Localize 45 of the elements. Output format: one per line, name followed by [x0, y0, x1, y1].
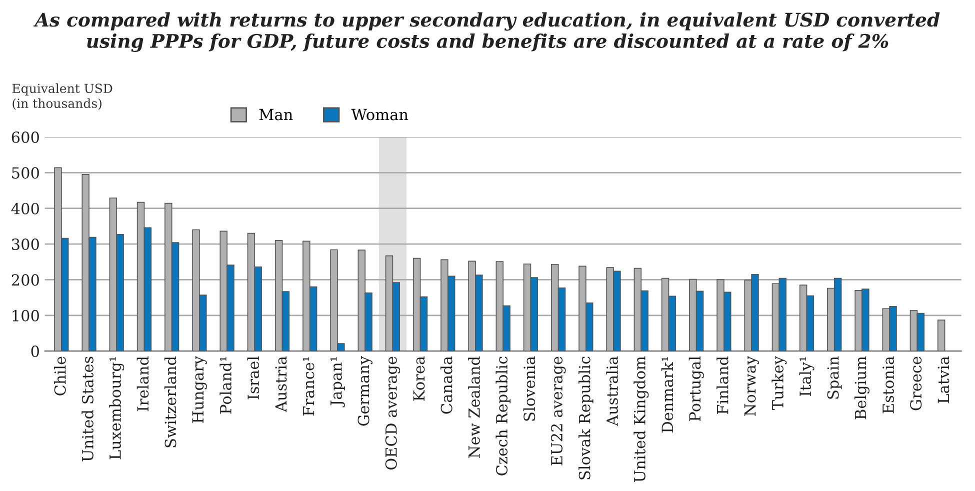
- x-tick-label: Australia: [606, 356, 618, 426]
- x-tick-label: Chile: [54, 356, 66, 396]
- x-tick-label: EU22 average: [550, 356, 566, 466]
- y-tick-label: 400: [11, 202, 39, 214]
- x-tick-label: Ireland: [136, 356, 149, 412]
- x-tick-label: Norway: [744, 356, 759, 416]
- x-tick-label: Turkey: [772, 356, 787, 410]
- x-tick-label: OECD average: [385, 356, 400, 470]
- x-tick-label: Slovenia: [523, 356, 536, 421]
- x-tick-label: Japan¹: [330, 357, 345, 408]
- y-tick-label: 100: [12, 310, 39, 322]
- y-tick-label: 300: [12, 238, 39, 250]
- x-tick-label: France¹: [302, 357, 314, 416]
- bar: [937, 320, 946, 352]
- x-tick-label: Italy¹: [799, 357, 814, 396]
- x-tick-label: Denmark¹: [661, 357, 674, 432]
- y-tick-label: 600: [12, 131, 39, 144]
- x-tick-label: Latvia: [938, 356, 950, 404]
- x-tick-label: Luxembourg¹: [109, 357, 124, 460]
- x-tick-label: Portugal: [688, 356, 704, 422]
- x-tick-label: Canada: [440, 356, 452, 414]
- x-tick-label: Israel: [247, 356, 260, 400]
- x-tick-label: Hungary: [192, 356, 207, 423]
- legend-label: Man: [259, 108, 293, 120]
- x-tick-label: Korea: [413, 356, 425, 401]
- y-axis-title: Equivalent USD (in thousands): [12, 83, 112, 110]
- y-tick-label: 0: [31, 346, 39, 358]
- x-tick-label: Austria: [275, 356, 287, 412]
- x-tick-label: Poland¹: [220, 357, 232, 414]
- y-tick-label: 200: [12, 274, 39, 286]
- x-tick-label: New Zealand: [468, 356, 480, 458]
- x-tick-label: United States: [82, 356, 94, 462]
- x-tick-label: Estonia: [882, 356, 894, 414]
- x-tick-label: Finland: [716, 356, 728, 414]
- x-tick-label: Spain: [827, 356, 842, 399]
- x-tick-label: Czech Republic: [496, 356, 510, 476]
- y-tick-label: 500: [12, 167, 39, 179]
- x-tick-label: Germany: [358, 356, 372, 426]
- x-tick-label: Switzerland: [164, 356, 176, 448]
- chart-title: As compared with returns to upper secondary education, in equivalent USD converted using PPPs for GDP, future costs and benefits are discounted at a rate of 2%: [33, 12, 940, 52]
- x-tick-label: United Kingdom: [634, 356, 649, 482]
- x-tick-label: Greece: [910, 356, 922, 410]
- x-tick-label: Slovak Republic: [578, 356, 594, 480]
- x-tick-label: Belgium: [854, 356, 870, 420]
- legend-label: Woman: [351, 108, 408, 120]
